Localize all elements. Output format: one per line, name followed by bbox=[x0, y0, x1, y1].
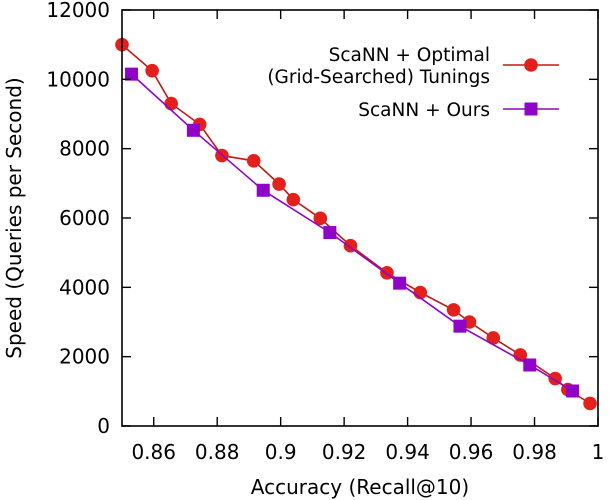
series-2-line bbox=[130, 73, 574, 392]
x-tick-label: 0.9 bbox=[265, 440, 297, 464]
series-2 bbox=[125, 67, 580, 398]
x-tick-label: 0.88 bbox=[195, 440, 240, 464]
y-tick-label: 0 bbox=[97, 414, 110, 438]
series-2-point bbox=[186, 123, 200, 137]
series-2-point bbox=[125, 67, 139, 81]
x-axis-title: Accuracy (Recall@10) bbox=[251, 475, 469, 499]
ticks-layer: 0.86 0.88 0.9 0.92 0.94 0.96 0.98 1 0 2000 4000 600… bbox=[46, 0, 604, 464]
y-tick-label: 2000 bbox=[59, 345, 110, 369]
y-tick-label: 10000 bbox=[46, 67, 110, 91]
series-1-point bbox=[583, 396, 597, 411]
series-1-point bbox=[286, 192, 301, 207]
series-1 bbox=[115, 37, 597, 411]
series-2-point bbox=[523, 358, 537, 372]
series-layer bbox=[115, 37, 597, 411]
y-tick-label: 12000 bbox=[46, 0, 110, 22]
y-tick-label: 8000 bbox=[59, 137, 110, 161]
series-1-point bbox=[145, 63, 159, 78]
series-2-point bbox=[566, 384, 580, 398]
y-axis-title: Speed (Queries per Second) bbox=[2, 77, 26, 358]
y-tick-label: 6000 bbox=[59, 206, 110, 230]
x-tick-label: 0.94 bbox=[385, 440, 430, 464]
series-1-point bbox=[486, 331, 501, 345]
legend-marker bbox=[524, 102, 538, 116]
series-2-point bbox=[393, 276, 407, 290]
legend: ScaNN + Optimal(Grid-Searched) Tunings Sc… bbox=[267, 45, 559, 121]
x-tick-label: 0.92 bbox=[322, 440, 367, 464]
y-tick-label: 4000 bbox=[59, 275, 110, 299]
series-1-point bbox=[246, 154, 261, 168]
legend-marker bbox=[524, 58, 538, 72]
series-1-point bbox=[313, 211, 328, 226]
series-2-point bbox=[323, 226, 337, 240]
series-1-point bbox=[164, 96, 178, 111]
legend-label: ScaNN + Ours bbox=[358, 100, 490, 121]
x-tick-label: 1 bbox=[592, 440, 605, 464]
x-tick-label: 0.98 bbox=[512, 440, 557, 464]
series-1-point bbox=[272, 177, 286, 191]
series-2-point bbox=[256, 183, 270, 197]
legend-label: (Grid-Searched) Tunings bbox=[267, 67, 490, 88]
legend-label: ScaNN + Optimal bbox=[329, 45, 490, 66]
series-1-point bbox=[446, 303, 461, 317]
series-2-point bbox=[453, 319, 467, 333]
x-tick-label: 0.86 bbox=[131, 440, 176, 464]
x-tick-label: 0.96 bbox=[449, 440, 494, 464]
